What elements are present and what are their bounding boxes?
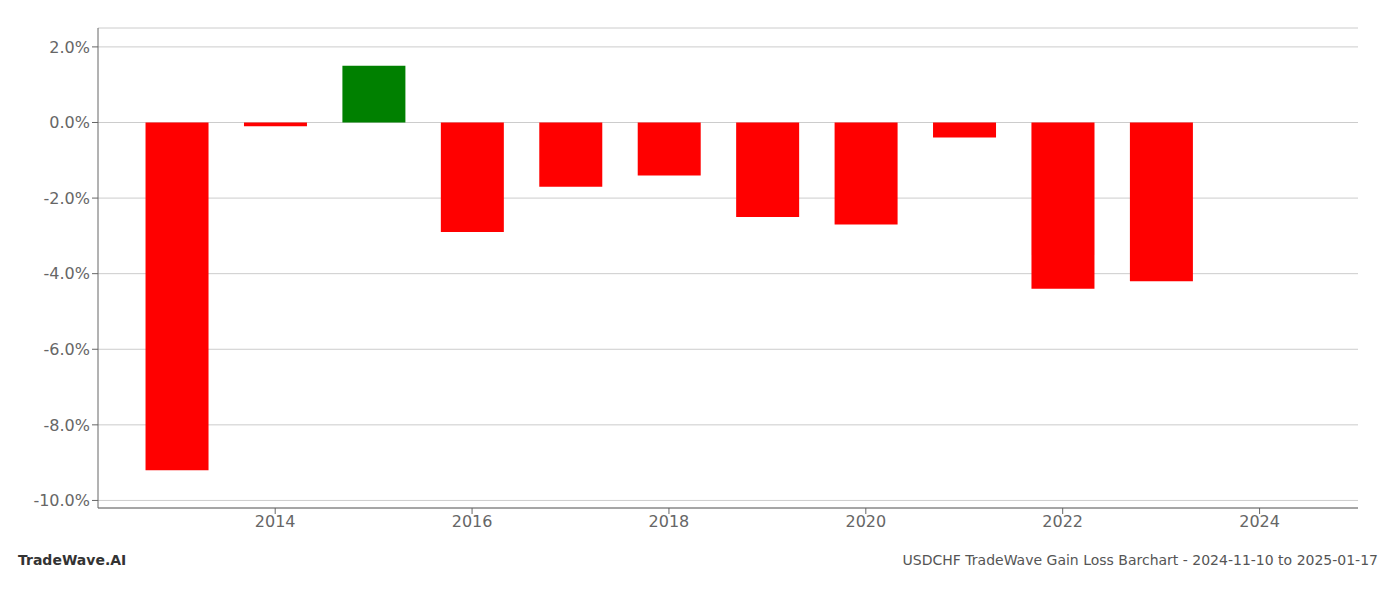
svg-text:2022: 2022	[1042, 512, 1083, 531]
svg-text:-10.0%: -10.0%	[33, 491, 90, 510]
svg-text:0.0%: 0.0%	[49, 113, 90, 132]
svg-text:2.0%: 2.0%	[49, 38, 90, 57]
svg-text:2018: 2018	[649, 512, 690, 531]
svg-text:2014: 2014	[255, 512, 296, 531]
svg-text:2020: 2020	[845, 512, 886, 531]
html-text:USDCHF TradeWave Gain Loss Bar: USDCHF TradeWave Gain Loss Barchart - 20…	[902, 552, 1378, 568]
svg-text:2024: 2024	[1239, 512, 1280, 531]
svg-text:-6.0%: -6.0%	[44, 340, 90, 359]
svg-text:-8.0%: -8.0%	[44, 416, 90, 435]
svg-text:2016: 2016	[452, 512, 493, 531]
svg-text:-4.0%: -4.0%	[44, 264, 90, 283]
svg-text:-2.0%: -2.0%	[44, 189, 90, 208]
html-text:TradeWave.AI: TradeWave.AI	[18, 552, 127, 568]
